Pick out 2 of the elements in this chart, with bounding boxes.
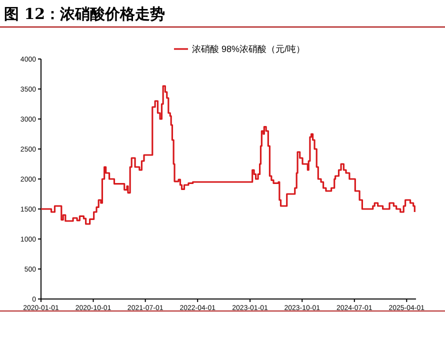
legend-label: 浓硝酸 98%浓硝酸（元/吨） [192, 44, 306, 54]
chart-title: 图 12：浓硝酸价格走势 [4, 5, 166, 23]
